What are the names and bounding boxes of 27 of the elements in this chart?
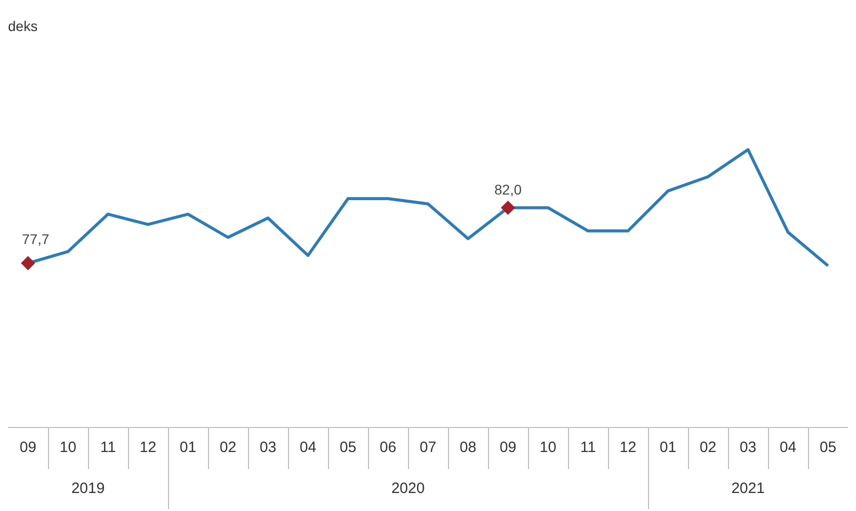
x-tick-label: 02 (220, 439, 236, 456)
x-tick-label: 10 (540, 439, 556, 456)
x-tick-label: 02 (700, 439, 716, 456)
x-tick-label: 04 (300, 439, 316, 456)
x-tick-label: 04 (780, 439, 796, 456)
x-tick-label: 03 (260, 439, 276, 456)
x-tick-label: 05 (340, 439, 356, 456)
x-tick-label: 12 (140, 439, 156, 456)
x-tick-label: 01 (180, 439, 196, 456)
data-label: 82,0 (494, 182, 522, 198)
x-tick-label: 12 (620, 439, 636, 456)
chart-title: deks (8, 18, 38, 34)
x-tick-label: 05 (820, 439, 836, 456)
x-tick-label: 09 (20, 439, 36, 456)
x-tick-label: 01 (660, 439, 676, 456)
data-label: 77,7 (22, 231, 50, 248)
x-tick-label: 06 (380, 439, 396, 456)
text: 2021 (731, 480, 765, 498)
x-tick-label: 08 (460, 439, 476, 456)
text: 2020 (391, 480, 425, 498)
x-tick-label: 10 (60, 439, 76, 456)
x-tick-label: 11 (100, 439, 116, 456)
x-tick-label: 09 (500, 439, 516, 456)
x-tick-label: 03 (740, 439, 756, 456)
text: 2019 (71, 480, 105, 498)
x-tick-label: 07 (420, 439, 436, 456)
x-tick-label: 11 (580, 439, 596, 456)
